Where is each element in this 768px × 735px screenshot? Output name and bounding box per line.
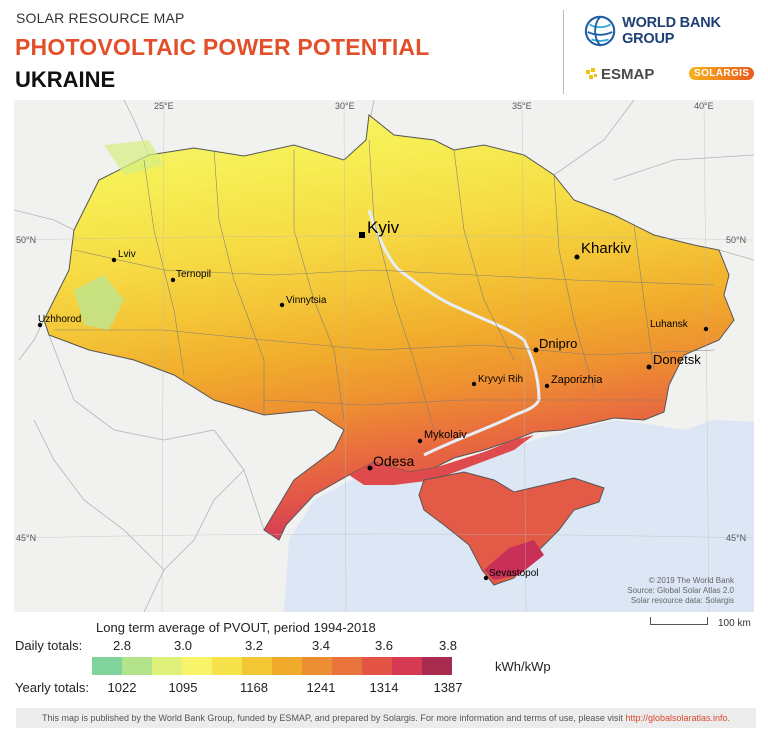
yearly-tick: 1168 [240,680,268,695]
yearly-tick: 1095 [168,680,198,695]
legend-swatch [182,657,212,675]
map-title: PHOTOVOLTAIC POWER POTENTIAL [15,34,430,60]
city-label-odesa: Odesa [373,453,414,469]
footer-text: This map is published by the World Bank … [41,713,623,723]
world-bank-logo: WORLD BANK GROUP [584,13,768,49]
yearly-tick: 1022 [107,680,137,695]
graticule [13,99,755,613]
carpathian-low-pvout [74,275,124,330]
yearly-totals-label: Yearly totals: [15,680,89,695]
legend-swatch [302,657,332,675]
legend-swatch [242,657,272,675]
city-marker-uzhhorod [37,322,43,328]
map-credit-2: Source: Global Solar Atlas 2.0 [627,586,734,595]
footer-note: This map is published by the World Bank … [16,708,756,728]
crimea [418,471,605,586]
city-label-kharkiv: Kharkiv [581,240,632,257]
city-marker-kryvyi-rih [471,381,477,387]
solargis-logo: SOLARGIS [689,67,755,80]
city-marker-mykolaiv [417,438,423,444]
city-label-dnipro: Dnipro [539,336,577,351]
city-marker-donetsk [646,364,652,370]
header-divider [563,10,564,94]
city-markers: Kyiv Kharkiv Lviv Ternopil Vinnytsia Uzh… [37,218,709,581]
yearly-tick: 1241 [306,680,336,695]
legend-unit: kWh/kWp [495,659,551,674]
legend-swatch [92,657,122,675]
city-marker-luhansk [703,326,709,332]
city-label-ternopil: Ternopil [176,269,211,280]
legend-color-scale [92,657,452,675]
city-marker-odesa [367,465,373,471]
yearly-tick: 1387 [433,680,463,695]
legend-swatch [392,657,422,675]
legend-swatch [362,657,392,675]
lat-label-50-right: 50°N [726,235,746,245]
map-credit-3: Solar resource data: Solargis [631,596,734,605]
esmap-logo-text: ESMAP [601,66,655,83]
legend-caption: Long term average of PVOUT, period 1994-… [96,620,376,635]
legend-swatch [152,657,182,675]
city-label-zaporizhia: Zaporizhia [551,374,603,386]
azov-sea [574,430,674,475]
city-marker-lviv [111,257,117,263]
lon-label-40: 40°E [694,101,714,111]
lon-label-25: 25°E [154,101,174,111]
globe-icon [584,15,616,47]
city-label-mykolaiv: Mykolaiv [424,429,467,441]
city-marker-dnipro [533,347,539,353]
crimea-mountains [484,540,544,580]
ukraine-pvout-area [43,114,735,541]
lat-label-45-right: 45°N [726,533,746,543]
scale-bar-label: 100 km [718,618,751,629]
legend-swatch [122,657,152,675]
north-west-low-pvout [104,140,164,175]
daily-totals-ticks: 2.8 3.0 3.2 3.4 3.6 3.8 [88,638,488,654]
map-credit-1: © 2019 The World Bank [649,576,735,585]
footer-link[interactable]: http://globalsolaratlas.info. [625,713,731,723]
daily-tick: 3.6 [374,638,394,653]
daily-totals-label: Daily totals: [15,638,83,653]
daily-tick: 2.8 [112,638,132,653]
city-marker-vinnytsia [279,302,285,308]
oblast-borders [54,139,715,431]
city-label-donetsk: Donetsk [653,352,701,367]
scale-bar-line [650,617,708,625]
map-subtitle: SOLAR RESOURCE MAP [16,10,185,26]
daily-tick: 3.4 [311,638,331,653]
city-label-kryvyi-rih: Kryvyi Rih [478,374,523,385]
legend-swatch [332,657,362,675]
esmap-logo: ESMAP [586,66,654,83]
map-panel: 25°E 30°E 35°E 40°E 50°N 50°N 45°N 45°N … [13,99,755,613]
daily-tick: 3.2 [244,638,264,653]
city-marker-ternopil [170,277,176,283]
lat-label-50-left: 50°N [16,235,36,245]
country-name: UKRAINE [15,67,116,92]
lat-label-45-left: 45°N [16,533,36,543]
city-label-luhansk: Luhansk [650,319,689,330]
city-marker-sevastopol [483,575,489,581]
esmap-mark-icon [586,67,597,79]
daily-tick: 3.0 [173,638,193,653]
legend-swatch [212,657,242,675]
city-label-lviv: Lviv [118,249,136,260]
city-label-vinnytsia: Vinnytsia [286,295,327,306]
yearly-totals-ticks: 1022 1095 1168 1241 1314 1387 [88,680,488,696]
city-marker-zaporizhia [544,383,550,389]
lon-label-30: 30°E [335,101,355,111]
world-bank-logo-text: WORLD BANK GROUP [622,15,721,47]
scale-bar: 100 km [650,617,751,629]
pvout-map: 25°E 30°E 35°E 40°E 50°N 50°N 45°N 45°N … [13,99,755,613]
legend-swatch [422,657,452,675]
south-coast-high-pvout [349,435,534,485]
city-marker-kharkiv [574,254,580,260]
capital-marker [359,232,365,238]
city-label-kyiv: Kyiv [367,218,400,237]
lon-label-35: 35°E [512,101,532,111]
yearly-tick: 1314 [369,680,399,695]
legend-swatch [272,657,302,675]
daily-tick: 3.8 [438,638,458,653]
city-label-sevastopol: Sevastopol [489,568,538,579]
city-label-uzhhorod: Uzhhorod [38,314,81,325]
